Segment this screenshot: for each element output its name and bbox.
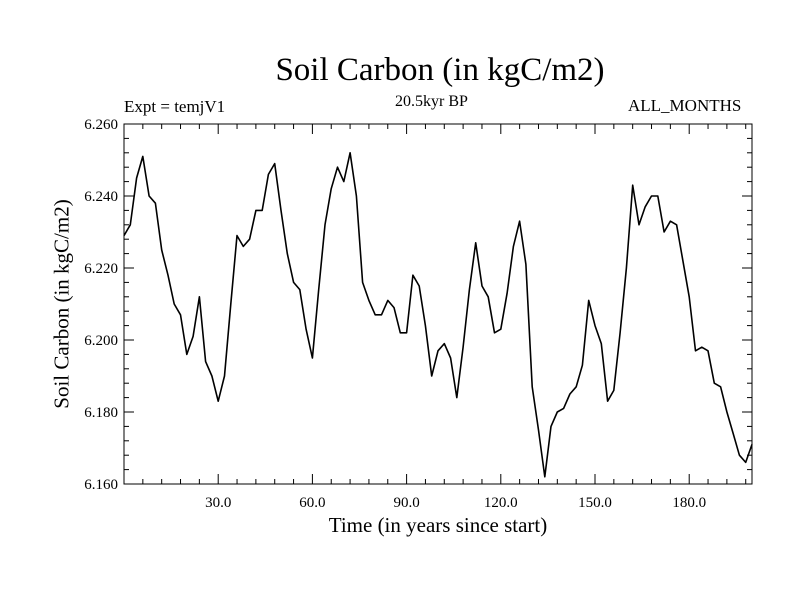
y-tick-label: 6.260 <box>84 117 118 133</box>
plot-axes: 30.0 60.0 90.0 120.0 150.0 180.0 6.160 6.180 6.2… <box>84 117 753 511</box>
x-axis-label: Time (in years since start) <box>328 513 548 537</box>
chart-subtitle: 20.5kyr BP <box>395 93 468 110</box>
x-tick-label: 180.0 <box>672 495 706 511</box>
x-tick-label: 30.0 <box>205 495 231 511</box>
period-label: ALL_MONTHS <box>628 96 742 115</box>
chart-title: Soil Carbon (in kgC/m2) <box>275 52 605 88</box>
y-tick-label: 6.180 <box>84 405 118 421</box>
experiment-label: Expt = temjV1 <box>124 97 226 116</box>
x-tick-label: 150.0 <box>578 495 612 511</box>
y-tick-label: 6.160 <box>84 477 118 493</box>
y-tick-label: 6.240 <box>84 189 118 205</box>
plot-frame <box>123 123 753 485</box>
x-tick-label: 120.0 <box>484 495 518 511</box>
x-tick-label: 60.0 <box>299 495 325 511</box>
y-tick-label: 6.200 <box>84 333 118 349</box>
series-layer <box>123 152 753 478</box>
series-line <box>123 152 753 478</box>
y-tick-label: 6.220 <box>84 261 118 277</box>
x-tick-label: 90.0 <box>393 495 419 511</box>
